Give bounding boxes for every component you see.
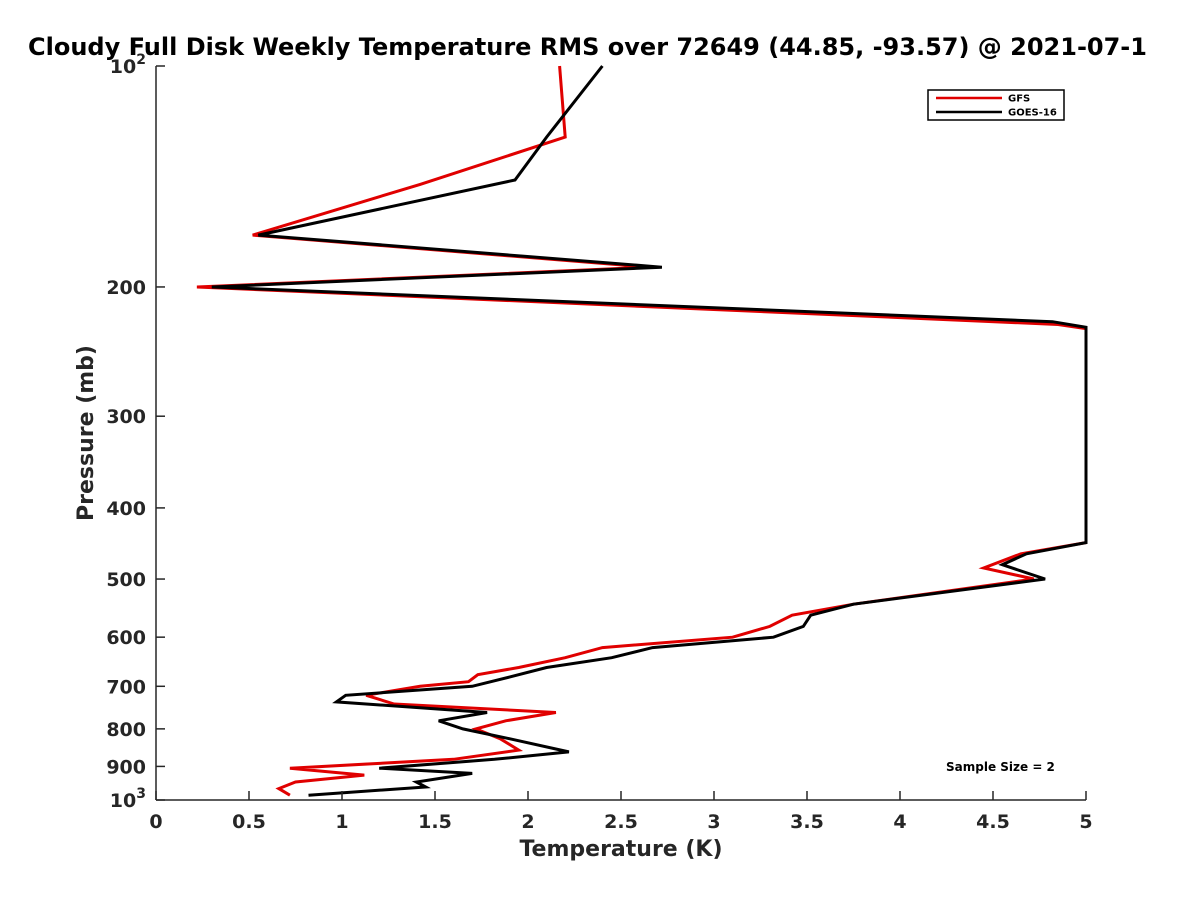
x-tick-label: 4 [893,811,906,833]
y-tick-label: 300 [106,406,146,428]
x-tick-label: 2 [521,811,534,833]
plot-area [196,65,1088,797]
legend: GFS GOES-16 [927,89,1065,121]
series-gfs [196,65,1088,797]
y-tick-label: 102 [110,52,146,78]
y-tick-label: 400 [106,498,146,520]
x-ticks: 0 0.5 1 1.5 2 2.5 3 3.5 4 4.5 5 [149,791,1093,833]
x-axis-label: Temperature (K) [519,837,722,862]
x-tick-label: 2.5 [604,811,638,833]
chart-title: Cloudy Full Disk Weekly Temperature RMS … [28,33,1147,61]
y-tick-label: 200 [106,277,146,299]
axes [155,66,1086,801]
y-ticks: 102 200 300 400 500 600 700 800 900 103 [106,52,165,812]
y-tick-label: 700 [106,676,146,698]
y-tick-label: 103 [110,786,146,812]
series-line [211,65,1088,797]
x-tick-label: 4.5 [976,811,1010,833]
y-tick-label: 900 [106,756,146,778]
y-tick-label: 800 [106,719,146,741]
legend-label-gfs: GFS [1008,94,1030,105]
legend-box [927,89,1065,121]
x-tick-label: 3 [707,811,720,833]
x-tick-label: 3.5 [790,811,824,833]
legend-label-goes-16: GOES-16 [1008,108,1057,119]
x-tick-label: 1 [335,811,348,833]
x-tick-label: 5 [1079,811,1092,833]
sample-size-annotation: Sample Size = 2 [946,760,1055,774]
x-tick-label: 0 [149,811,162,833]
series-line [196,65,1088,797]
x-tick-label: 0.5 [232,811,266,833]
series-goes-16 [211,65,1088,797]
x-tick-label: 1.5 [418,811,452,833]
y-tick-label: 600 [106,627,146,649]
y-tick-label: 500 [106,569,146,591]
y-axis-label: Pressure (mb) [74,345,99,521]
